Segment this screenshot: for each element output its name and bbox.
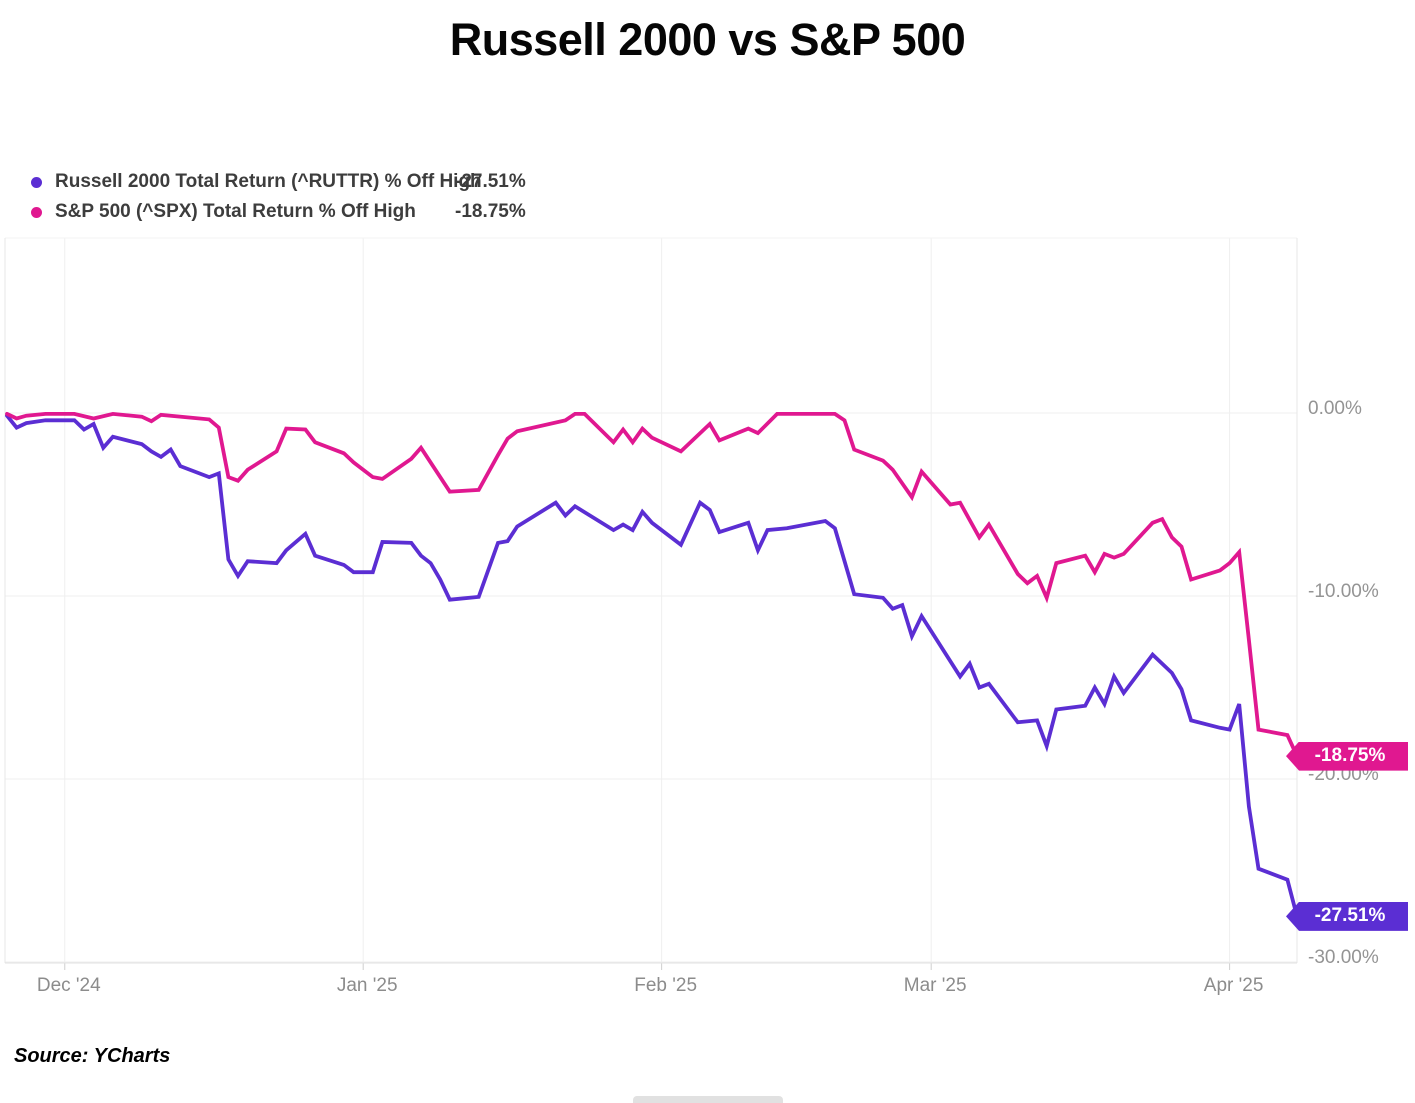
y-axis-tick-label: -10.00% [1308, 581, 1379, 602]
sp500-series-dot-icon [31, 206, 42, 218]
y-axis-tick-label: -30.00% [1308, 947, 1379, 968]
x-axis-tick-label: Jan '25 [337, 975, 398, 996]
bottom-handle-bar [632, 1096, 783, 1103]
end-badge-sp500: -18.75% [1286, 741, 1408, 771]
page-title: Russell 2000 vs S&P 500 [449, 14, 966, 65]
x-axis-tick-label: Feb '25 [634, 975, 697, 996]
legend-item-value: -27.51% [455, 171, 526, 192]
legend-item-sp500: S&P 500 (^SPX) Total Return % Off High -… [0, 197, 700, 227]
x-axis-tick-label: Apr '25 [1204, 975, 1264, 996]
legend-item-label: S&P 500 (^SPX) Total Return % Off High [55, 201, 416, 222]
y-axis-tick-label: 0.00% [1308, 398, 1362, 419]
series-line-sp500 [5, 411, 1299, 758]
end-badge-russell-2000: -27.51% [1286, 901, 1408, 931]
series-line-russell-2000 [5, 413, 1299, 919]
x-axis-tick-label: Dec '24 [37, 975, 101, 996]
source-note: Source: YCharts [14, 1045, 171, 1067]
legend: Russell 2000 Total Return (^RUTTR) % Off… [0, 167, 700, 227]
legend-item-value: -18.75% [455, 201, 526, 222]
legend-item-russell-2000: Russell 2000 Total Return (^RUTTR) % Off… [0, 167, 700, 197]
legend-item-label: Russell 2000 Total Return (^RUTTR) % Off… [55, 171, 482, 192]
russell-2000-series-dot-icon [31, 176, 42, 188]
x-axis-tick-label: Mar '25 [904, 975, 967, 996]
